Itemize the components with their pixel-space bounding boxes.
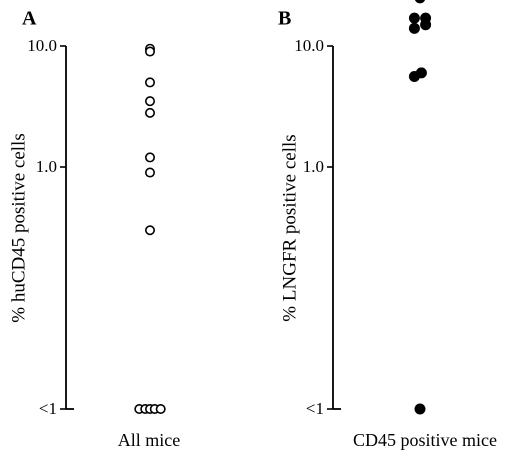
data-point — [155, 403, 166, 414]
data-point — [145, 96, 156, 107]
data-point — [145, 167, 156, 178]
data-point — [145, 152, 156, 163]
y-tick-label: <1 — [39, 399, 57, 418]
panel-letter-A: A — [22, 8, 37, 30]
y-tick-label: <1 — [306, 399, 324, 418]
data-point — [145, 77, 156, 88]
data-point — [145, 46, 156, 57]
x-category-label: All mice — [118, 430, 180, 450]
data-point — [414, 403, 426, 415]
y-axis-title: % LNGFR positive cells — [279, 134, 300, 321]
y-tick-label: 10.0 — [294, 36, 324, 55]
y-tick-label: 1.0 — [36, 157, 57, 176]
panel-letter-B: B — [278, 8, 291, 30]
data-point — [414, 0, 426, 4]
data-point — [408, 22, 420, 34]
y-tick-label: 1.0 — [303, 157, 324, 176]
y-tick-label: 10.0 — [27, 36, 57, 55]
x-category-label: CD45 positive mice — [353, 430, 497, 450]
data-point — [408, 70, 420, 82]
data-point — [145, 225, 156, 236]
data-point — [420, 19, 432, 31]
data-point — [408, 12, 420, 24]
y-axis-title: % huCD45 positive cells — [8, 133, 29, 322]
data-point — [145, 107, 156, 118]
